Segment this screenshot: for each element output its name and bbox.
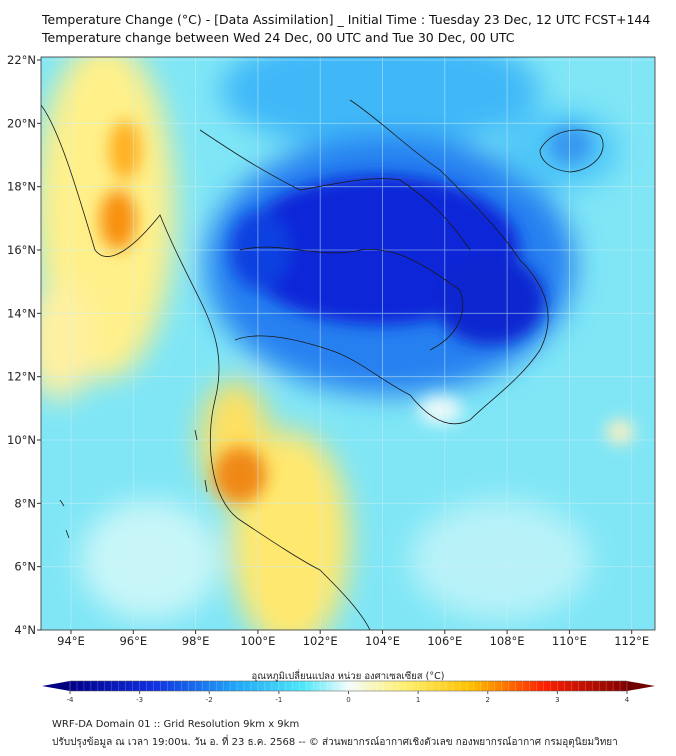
lon-label: 108°E <box>490 634 525 648</box>
lat-label: 4°N <box>14 623 36 637</box>
lon-label: 102°E <box>303 634 338 648</box>
lon-label: 96°E <box>119 634 147 648</box>
colorbar-tick-label: -3 <box>136 696 143 704</box>
lon-label: 98°E <box>182 634 210 648</box>
lon-label: 94°E <box>57 634 85 648</box>
map-subtitle: Temperature change between Wed 24 Dec, 0… <box>42 30 515 45</box>
lat-label: 16°N <box>7 243 36 257</box>
temperature-change-map: 22°N 20°N 18°N 16°N 14°N 12°N 10°N 8°N 6°N 4°N 94… <box>7 53 656 704</box>
lon-label: 112°E <box>614 634 649 648</box>
colorbar-tick-label: -4 <box>67 696 75 704</box>
lon-label: 100°E <box>240 634 275 648</box>
lon-label: 106°E <box>427 634 462 648</box>
lat-label: 6°N <box>14 560 36 574</box>
lat-label: 8°N <box>14 496 36 510</box>
lon-label: 104°E <box>365 634 400 648</box>
colorbar-tick-label: -1 <box>275 696 282 704</box>
lon-label: 110°E <box>552 634 587 648</box>
lat-label: 22°N <box>7 53 36 67</box>
coastlines <box>41 99 604 630</box>
colorbar: -4 -3 -2 -1 0 1 2 3 4 <box>42 680 655 704</box>
lat-label: 18°N <box>7 180 36 194</box>
map-title: Temperature Change (°C) - [Data Assimila… <box>42 12 651 27</box>
lat-label: 12°N <box>7 370 36 384</box>
lat-label: 10°N <box>7 433 36 447</box>
colorbar-title: อุณหภูมิเปลี่ยนแปลง หน่วย องศาเซลเซียส (… <box>251 671 445 682</box>
longitude-labels: 94°E 96°E 98°E 100°E 102°E 104°E 106°E 108°E 110… <box>57 630 649 648</box>
colorbar-min-arrow <box>42 681 70 691</box>
colorbar-tick-label: 0 <box>346 696 350 704</box>
colorbar-max-arrow <box>627 681 655 691</box>
colorbar-tick-label: 3 <box>555 696 559 704</box>
lat-label: 20°N <box>7 116 36 130</box>
colorbar-tick-label: 4 <box>625 696 630 704</box>
latitude-labels: 22°N 20°N 18°N 16°N 14°N 12°N 10°N 8°N 6°N 4°N <box>7 53 41 637</box>
colorbar-tick-label: 2 <box>486 696 490 704</box>
colorbar-tick-label: 1 <box>416 696 420 704</box>
map-frame <box>40 56 656 631</box>
footer-update-info: ปรับปรุงข้อมูล ณ เวลา 19:00น. วัน อ. ที่… <box>52 737 618 748</box>
lat-label: 14°N <box>7 306 36 320</box>
colorbar-tick-label: -2 <box>206 696 213 704</box>
footer-model-info: WRF-DA Domain 01 :: Grid Resolution 9km … <box>52 719 300 730</box>
map-field <box>41 57 655 630</box>
